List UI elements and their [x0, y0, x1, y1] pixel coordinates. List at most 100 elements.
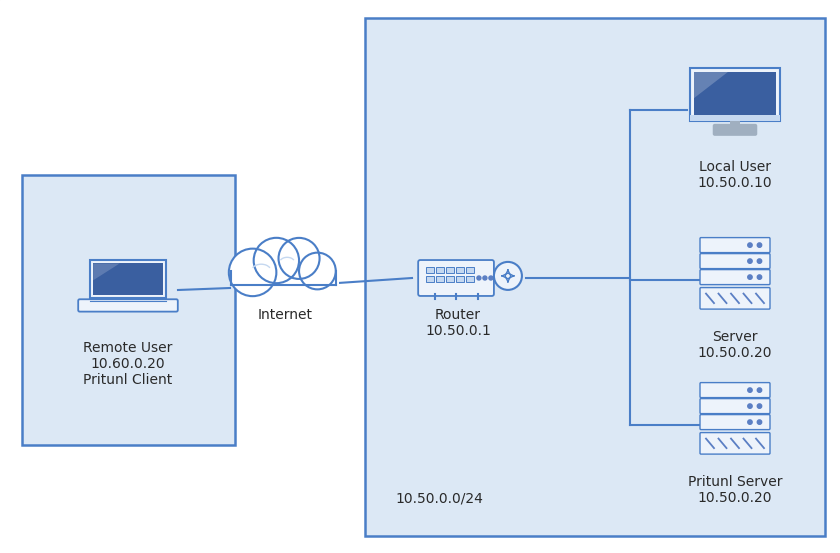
Bar	[20, 180, 40, 200]
Bar	[420, 440, 440, 460]
Bar	[600, 140, 620, 160]
Bar	[0, 220, 20, 240]
Circle shape	[758, 388, 762, 392]
Bar	[320, 20, 340, 40]
Bar	[420, 300, 440, 320]
Bar	[260, 80, 280, 100]
Bar	[120, 300, 140, 320]
Bar	[580, 240, 600, 260]
Bar	[340, 180, 360, 200]
Bar	[180, 40, 200, 60]
Bar	[820, 440, 840, 460]
Bar	[560, 120, 580, 140]
Bar	[580, 520, 600, 540]
Bar	[680, 80, 700, 100]
Bar	[580, 120, 600, 140]
Bar	[740, 540, 760, 553]
Bar	[740, 400, 760, 420]
Bar	[780, 360, 800, 380]
Bar	[100, 460, 120, 480]
Bar	[380, 400, 400, 420]
Bar	[60, 0, 80, 20]
Bar	[80, 480, 100, 500]
Bar	[720, 280, 740, 300]
Bar	[560, 280, 580, 300]
Bar	[120, 440, 140, 460]
Bar	[660, 500, 680, 520]
Bar	[440, 500, 460, 520]
Bar	[200, 380, 220, 400]
Bar	[220, 80, 240, 100]
Bar	[460, 260, 480, 280]
Bar	[320, 540, 340, 553]
Bar	[80, 120, 100, 140]
Bar	[560, 40, 580, 60]
Bar	[800, 200, 820, 220]
Bar	[620, 220, 640, 240]
Bar	[540, 20, 560, 40]
Bar	[380, 360, 400, 380]
Bar	[90, 260, 165, 298]
Circle shape	[748, 404, 752, 408]
Bar	[420, 80, 440, 100]
Bar	[340, 60, 360, 80]
Bar	[694, 72, 776, 117]
Bar	[320, 460, 340, 480]
Bar	[100, 180, 120, 200]
Bar	[600, 0, 620, 20]
Bar	[60, 200, 80, 220]
Bar	[460, 180, 480, 200]
Bar	[780, 280, 800, 300]
Bar	[520, 300, 540, 320]
Bar	[480, 180, 500, 200]
Bar	[660, 420, 680, 440]
Bar	[360, 440, 380, 460]
Bar	[160, 360, 180, 380]
Bar	[620, 160, 640, 180]
Bar	[480, 0, 500, 20]
Bar	[320, 160, 340, 180]
Bar	[620, 180, 640, 200]
Bar	[480, 540, 500, 553]
Bar	[480, 440, 500, 460]
Bar	[620, 520, 640, 540]
Bar	[420, 360, 440, 380]
Bar	[660, 480, 680, 500]
Bar	[760, 200, 780, 220]
Bar	[20, 20, 40, 40]
Bar	[680, 240, 700, 260]
Bar	[740, 460, 760, 480]
Bar	[80, 100, 100, 120]
Bar	[20, 0, 40, 20]
Bar	[40, 500, 60, 520]
Bar	[640, 100, 660, 120]
Bar	[380, 440, 400, 460]
Bar	[540, 460, 560, 480]
Bar	[320, 40, 340, 60]
Bar	[700, 260, 720, 280]
Bar	[820, 120, 840, 140]
Bar	[660, 280, 680, 300]
Bar	[720, 320, 740, 340]
Bar	[500, 280, 520, 300]
Bar	[640, 120, 660, 140]
Bar	[340, 20, 360, 40]
Bar	[200, 60, 220, 80]
Bar	[820, 420, 840, 440]
Bar	[40, 120, 60, 140]
Bar	[340, 440, 360, 460]
Bar	[540, 160, 560, 180]
Bar	[520, 440, 540, 460]
Bar	[620, 60, 640, 80]
Bar	[220, 140, 240, 160]
Bar	[100, 360, 120, 380]
Bar	[620, 100, 640, 120]
Bar	[540, 60, 560, 80]
Bar	[740, 320, 760, 340]
Bar	[680, 160, 700, 180]
Bar	[120, 520, 140, 540]
Bar	[40, 80, 60, 100]
Bar	[660, 220, 680, 240]
Bar	[500, 400, 520, 420]
Circle shape	[494, 262, 522, 290]
